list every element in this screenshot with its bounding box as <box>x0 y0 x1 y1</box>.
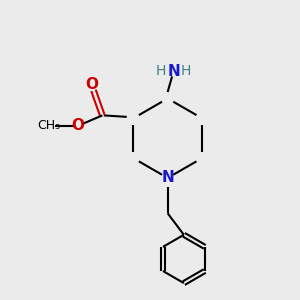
Text: O: O <box>85 77 98 92</box>
Text: O: O <box>72 118 85 133</box>
Text: N: N <box>167 64 180 79</box>
Text: H: H <box>181 64 191 78</box>
Text: N: N <box>161 170 174 185</box>
Text: H: H <box>156 64 166 78</box>
Text: CH₃: CH₃ <box>37 119 60 132</box>
